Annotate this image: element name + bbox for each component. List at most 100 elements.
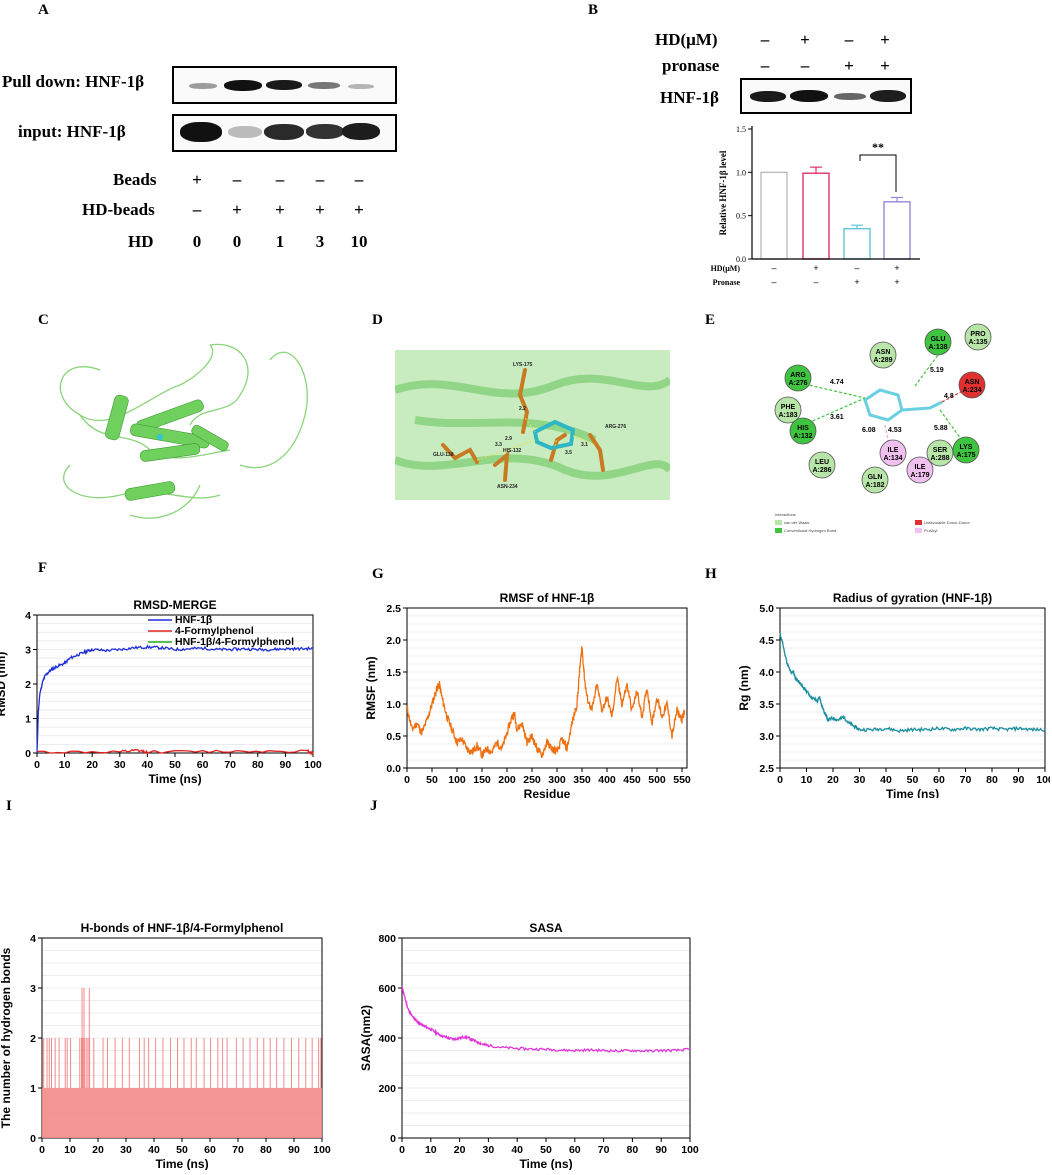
x-tick-label: 60	[197, 759, 209, 771]
y-tick-label: 400	[378, 1033, 396, 1045]
legend-swatch	[915, 520, 922, 525]
chart-title: RMSF of HNF-1β	[500, 591, 595, 605]
legend-swatch	[915, 528, 922, 533]
residue-name: GLU	[931, 336, 946, 343]
series-line	[36, 644, 314, 753]
pulldown-label: Pull down: HNF-1β	[2, 72, 145, 91]
y-tick-label: 2	[25, 679, 31, 691]
cond-value: –	[760, 56, 770, 75]
x-axis-label: Time (ns)	[886, 787, 939, 798]
x-tick-label: 80	[252, 759, 264, 771]
interaction-line	[914, 354, 939, 387]
hbond	[522, 414, 536, 433]
cond-value: +	[880, 30, 890, 49]
x-tick-label: 40	[880, 774, 892, 786]
y-axis-label: The number of hydrogen bonds	[0, 947, 13, 1128]
cond-value: +	[275, 200, 285, 219]
residue-node	[964, 323, 992, 351]
cond-value: 3	[315, 232, 325, 251]
residue-id: A:135	[968, 339, 987, 346]
y-tick-label: 0	[25, 748, 31, 760]
distance-label: 2.9	[505, 436, 512, 442]
legend-swatch	[775, 520, 782, 525]
residue-name: ILE	[888, 447, 899, 454]
blot-band	[870, 90, 906, 102]
b-row-label-hd: HD(μM)	[655, 30, 718, 49]
legend-title: Interactions	[775, 512, 796, 517]
blot-band	[348, 84, 374, 89]
panel-letter-i: I	[6, 798, 12, 814]
x-tick-label: 80	[260, 1144, 272, 1156]
y-tick-label: 0	[390, 1133, 396, 1145]
y-tick-label: 1	[30, 1083, 36, 1095]
x-tick-label: 50	[907, 774, 919, 786]
blot-band	[750, 91, 786, 102]
cond-value: –	[844, 30, 854, 49]
x-tick-label: 60	[933, 774, 945, 786]
y-tick-label: 0.0	[736, 255, 746, 264]
x-tick-label: 100	[313, 1144, 331, 1156]
b-bar-row-label-pronase: Pronase	[713, 278, 741, 287]
y-tick-label: 200	[378, 1083, 396, 1095]
panel-letter-a: A	[38, 2, 49, 18]
distance-label: 5.88	[934, 425, 948, 432]
x-tick-label: 70	[960, 774, 972, 786]
x-tick-label: 20	[92, 1144, 104, 1156]
blot-band	[342, 123, 380, 140]
x-tick-label: 30	[483, 1144, 495, 1156]
ribbon	[395, 374, 670, 398]
residue-id: A:286	[812, 467, 831, 474]
helix	[191, 424, 229, 452]
x-tick-label: 100	[448, 774, 466, 786]
x-tick-label: 50	[540, 1144, 552, 1156]
y-tick-label: 2	[30, 1033, 36, 1045]
x-tick-label: 450	[623, 774, 641, 786]
b-ylabel: Relative HNF-1β level	[718, 150, 728, 235]
residue-id: A:138	[928, 344, 947, 351]
cond-value: –	[854, 263, 859, 273]
bar	[883, 201, 911, 260]
residue-name: ASN	[876, 349, 891, 356]
residue-id: A:289	[873, 357, 892, 364]
loop-strand	[239, 351, 308, 469]
legend-label: HNF-1β	[175, 614, 213, 626]
residue-name: HIS	[797, 425, 809, 432]
x-tick-label: 20	[454, 1144, 466, 1156]
residue-node	[924, 328, 952, 356]
x-tick-label: 40	[142, 759, 154, 771]
helix	[124, 481, 176, 501]
residue-name: LEU	[815, 459, 829, 466]
distance-label: 2.2	[519, 406, 526, 412]
residue-label: ASN-234	[497, 484, 518, 490]
interaction-line	[807, 397, 866, 424]
ligand-ring	[863, 388, 904, 422]
residue-label: LYS-175	[513, 362, 532, 368]
ribbon	[395, 454, 670, 480]
residue-name: GLN	[868, 474, 883, 481]
distance-label: 3.1	[581, 442, 588, 448]
residue-name: SER	[933, 447, 947, 454]
y-tick-label: 1.0	[386, 699, 401, 711]
cond-value: +	[800, 30, 810, 49]
cond-value: –	[232, 170, 242, 189]
blot-band	[308, 82, 340, 89]
legend-label: Conventional Hydrogen Bond	[784, 528, 836, 533]
y-tick-label: 1	[25, 714, 31, 726]
input-label: input: HNF-1β	[18, 122, 126, 141]
legend-label: van der Waals	[784, 520, 809, 525]
x-axis-label: Time (ns)	[155, 1157, 208, 1170]
significance-bracket	[859, 154, 897, 192]
x-tick-label: 100	[1036, 774, 1050, 786]
cond-value: –	[813, 277, 818, 287]
hbond-fill	[42, 1088, 322, 1138]
bar	[843, 227, 871, 260]
cond-value: +	[354, 200, 364, 219]
b-blot	[740, 78, 912, 114]
y-tick-label: 1.5	[736, 125, 746, 134]
cond-value: –	[771, 263, 776, 273]
loop-strand	[129, 484, 201, 519]
residue-id: A:175	[956, 452, 975, 459]
residue-id: A:276	[788, 380, 807, 387]
helix	[105, 394, 129, 441]
